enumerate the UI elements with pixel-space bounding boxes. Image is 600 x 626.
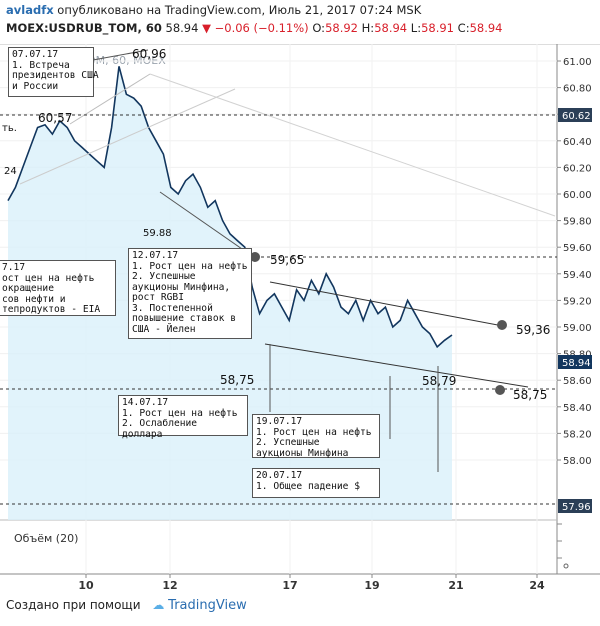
point-marker-58-75[interactable] — [495, 385, 505, 395]
channel-lower-line[interactable] — [264, 343, 529, 388]
close-value: 58.94 — [469, 21, 503, 35]
note-left-eia[interactable]: 7.17 ост цен на нефть окращение сов нефт… — [0, 260, 116, 316]
price-change: −0.06 (−0.11%) — [214, 21, 309, 35]
price-tick-label: 60.40 — [563, 137, 592, 148]
time-tick-label: 21 — [448, 579, 463, 592]
price-tick-label: 59.20 — [563, 296, 592, 307]
price-tick-label: 59.40 — [563, 270, 592, 281]
low-label: L: — [410, 21, 422, 35]
price-tick-label: 59.60 — [563, 243, 592, 254]
publish-line: avladfx опубликовано на TradingView.com,… — [6, 3, 421, 17]
time-tick-label: 10 — [78, 579, 94, 592]
price-tick-label: 59.80 — [563, 217, 592, 228]
label-58-79: 58,79 — [422, 374, 456, 388]
publish-text: опубликовано на TradingView.com, Июль 21… — [57, 3, 422, 17]
label-59-65: 59,65 — [270, 253, 304, 267]
footer: Создано при помощи ☁ TradingView — [6, 598, 247, 618]
svg-text:58.94: 58.94 — [562, 358, 591, 369]
open-label: O: — [312, 21, 326, 35]
axis-marker-lower: 57.96 — [558, 499, 592, 513]
close-label: C: — [457, 21, 470, 35]
label-58-75-left: 58,75 — [220, 373, 254, 387]
note-connector-1207 — [159, 191, 256, 259]
channel-upper-line[interactable] — [269, 281, 504, 327]
chart-header: avladfx опубликовано на TradingView.com,… — [0, 0, 600, 40]
edge-number: 24 — [4, 166, 17, 177]
footer-created-with: Создано при помощи — [6, 598, 141, 612]
volume-scale — [557, 523, 569, 569]
high-label: H: — [361, 21, 375, 35]
note-connector-0707 — [92, 49, 149, 61]
time-tick-label: 17 — [282, 579, 297, 592]
price-tick-label: 58.60 — [563, 376, 592, 387]
price-tick-label: 60.20 — [563, 163, 592, 174]
svg-text:60.62: 60.62 — [562, 111, 591, 122]
note-19-07[interactable]: 19.07.17 1. Рост цен на нефть 2. Успешны… — [252, 414, 380, 458]
symbol-line: MOEX:USDRUB_TOM, 60 58.94 ▼ −0.06 (−0.11… — [6, 21, 503, 35]
volume-label: Объём (20) — [14, 532, 78, 545]
price-tick-label: 58.40 — [563, 403, 592, 414]
time-axis[interactable]: 10 12 17 19 21 24 — [78, 574, 545, 592]
axis-marker-upper: 60.62 — [558, 108, 592, 122]
price-chart[interactable]: USDRUB TOM, 60, MOEX 60,96 60,57 59.88 5… — [0, 43, 600, 594]
label-60-57: 60,57 — [38, 111, 72, 125]
low-value: 58.91 — [421, 21, 455, 35]
price-tick-label: 61.00 — [563, 57, 592, 68]
price-line — [7, 66, 453, 349]
label-58-75-right: 58,75 — [513, 388, 547, 402]
chart-area[interactable]: USDRUB TOM, 60, MOEX 60,96 60,57 59.88 5… — [0, 43, 600, 594]
price-tick-label: 60.80 — [563, 84, 592, 95]
edge-text: ть. — [2, 123, 17, 134]
open-value: 58.92 — [325, 21, 358, 35]
note-12-07[interactable]: 12.07.17 1. Рост цен на нефть 2. Успешны… — [128, 248, 252, 339]
note-20-07[interactable]: 20.07.17 1. Общее падение $ — [252, 468, 380, 498]
note-07-07[interactable]: 07.07.17 1. Встреча президентов США и Ро… — [8, 47, 99, 97]
price-tick-label: 58.20 — [563, 429, 592, 440]
author-link[interactable]: avladfx — [6, 3, 54, 17]
last-price: 58.94 — [165, 21, 199, 35]
label-high-peak: 60,96 — [132, 47, 166, 61]
trendline-1[interactable] — [69, 73, 151, 125]
axis-marker-last: 58.94 — [558, 355, 592, 369]
label-59-88: 59.88 — [143, 228, 172, 239]
symbol-name: MOEX:USDRUB_TOM, 60 — [6, 21, 162, 35]
tradingview-link[interactable]: TradingView — [168, 598, 247, 613]
down-arrow-icon: ▼ — [202, 21, 211, 35]
time-tick-label: 12 — [162, 579, 177, 592]
price-tick-label: 59.00 — [563, 323, 592, 334]
price-tick-label: 58.00 — [563, 456, 592, 467]
trendline-3[interactable] — [149, 73, 556, 217]
label-59-36: 59,36 — [516, 323, 550, 337]
tradingview-logo-icon[interactable]: ☁ — [152, 598, 165, 612]
time-tick-label: 19 — [364, 579, 379, 592]
time-tick-label: 24 — [529, 579, 545, 592]
price-tick-label: 60.00 — [563, 190, 592, 201]
high-value: 58.94 — [374, 21, 408, 35]
svg-text:57.96: 57.96 — [562, 502, 591, 513]
note-14-07[interactable]: 14.07.17 1. Рост цен на нефть 2. Ослабле… — [118, 395, 248, 439]
trendline-2[interactable] — [19, 88, 236, 185]
point-marker-59-36[interactable] — [497, 320, 507, 330]
point-marker-59-65[interactable] — [250, 252, 260, 262]
